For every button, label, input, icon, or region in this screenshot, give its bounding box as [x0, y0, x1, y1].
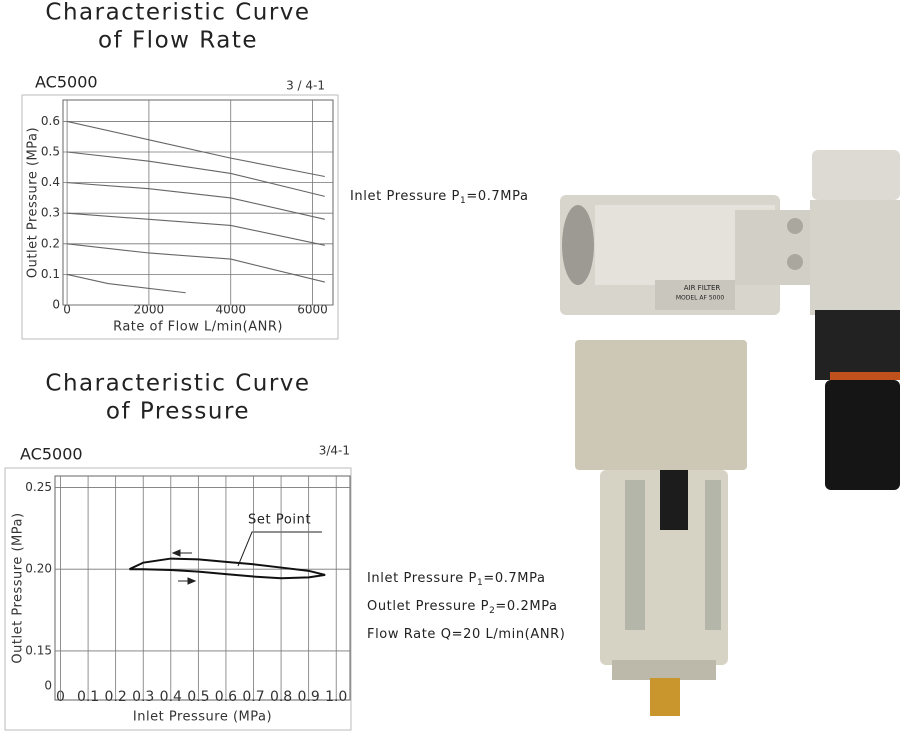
annotation-text: =0.2MPa [495, 599, 557, 614]
annotation: Inlet Pressure P1=0.7MPa [350, 189, 529, 206]
x-tick-label: 4000 [215, 303, 246, 317]
series-line [67, 243, 325, 283]
model-label: AC5000 [35, 73, 98, 92]
product-label: AIR FILTER [684, 284, 721, 292]
y-tick-label: 0.6 [41, 114, 60, 128]
series-line [67, 182, 325, 220]
plot-area [54, 475, 351, 701]
annotation-text: Outlet Pressure P [367, 599, 489, 614]
y-tick-label: 0.5 [41, 145, 60, 159]
y-tick-label: 0.1 [41, 267, 60, 281]
x-tick-label: 2000 [134, 303, 165, 317]
annotation-subscript: 2 [489, 606, 495, 616]
y-tick-label: 0.20 [25, 562, 52, 576]
y-axis-label: Outlet Pressure (MPa) [26, 127, 41, 278]
series-line [67, 212, 325, 246]
y-tick-label: 0.25 [25, 480, 52, 494]
annotation: Outlet Pressure P2=0.2MPa [367, 599, 558, 616]
code-label: 3/4-1 [319, 444, 350, 458]
series-line [66, 273, 186, 294]
chart-frame [4, 467, 352, 731]
set-point-label: Set Point [248, 513, 311, 528]
annotation-text: =0.7MPa [483, 571, 545, 586]
chart-title: of Flow Rate [98, 28, 258, 54]
annotation-subscript: 1 [460, 196, 466, 206]
chart-title: Characteristic Curve [45, 371, 310, 397]
chart-title: Characteristic Curve [45, 0, 310, 26]
annotation: Inlet Pressure P1=0.7MPa [367, 571, 546, 588]
y-tick-label: 0 [52, 298, 60, 312]
arrows [171, 531, 322, 585]
x-tick-label: 6000 [297, 303, 328, 317]
annotation-text: Flow Rate Q=20 L/min(ANR) [367, 627, 565, 642]
y-tick-label: 0.4 [41, 175, 60, 189]
annotation-text: =0.7MPa [466, 189, 528, 204]
y-tick-label: 0.2 [41, 236, 60, 250]
code-label: 3 / 4-1 [286, 79, 325, 93]
model-label: AC5000 [20, 445, 83, 464]
annotation-text: Inlet Pressure P [350, 189, 460, 204]
y-tick-label: 0 [44, 679, 52, 693]
series-line [67, 151, 325, 197]
y-tick-label: 0.3 [41, 206, 60, 220]
annotation-subscript: 1 [477, 578, 483, 588]
product-photo: AIR FILTER MODEL AF 5000 [560, 150, 900, 716]
chart-title: of Pressure [106, 399, 250, 425]
chart-frame [21, 94, 339, 340]
annotation: Flow Rate Q=20 L/min(ANR) [367, 627, 565, 642]
series-line [129, 568, 326, 580]
y-axis-label: Outlet Pressure (MPa) [11, 512, 26, 663]
x-axis-label: Rate of Flow L/min(ANR) [113, 320, 283, 335]
series-line [66, 120, 325, 178]
annotation-text: Inlet Pressure P [367, 571, 477, 586]
series-line [129, 557, 326, 576]
y-tick-label: 0.15 [25, 643, 52, 657]
x-axis-label: Inlet Pressure (MPa) [133, 710, 272, 725]
x-tick-label: 0 [63, 303, 71, 317]
product-model: MODEL AF 5000 [676, 295, 724, 302]
